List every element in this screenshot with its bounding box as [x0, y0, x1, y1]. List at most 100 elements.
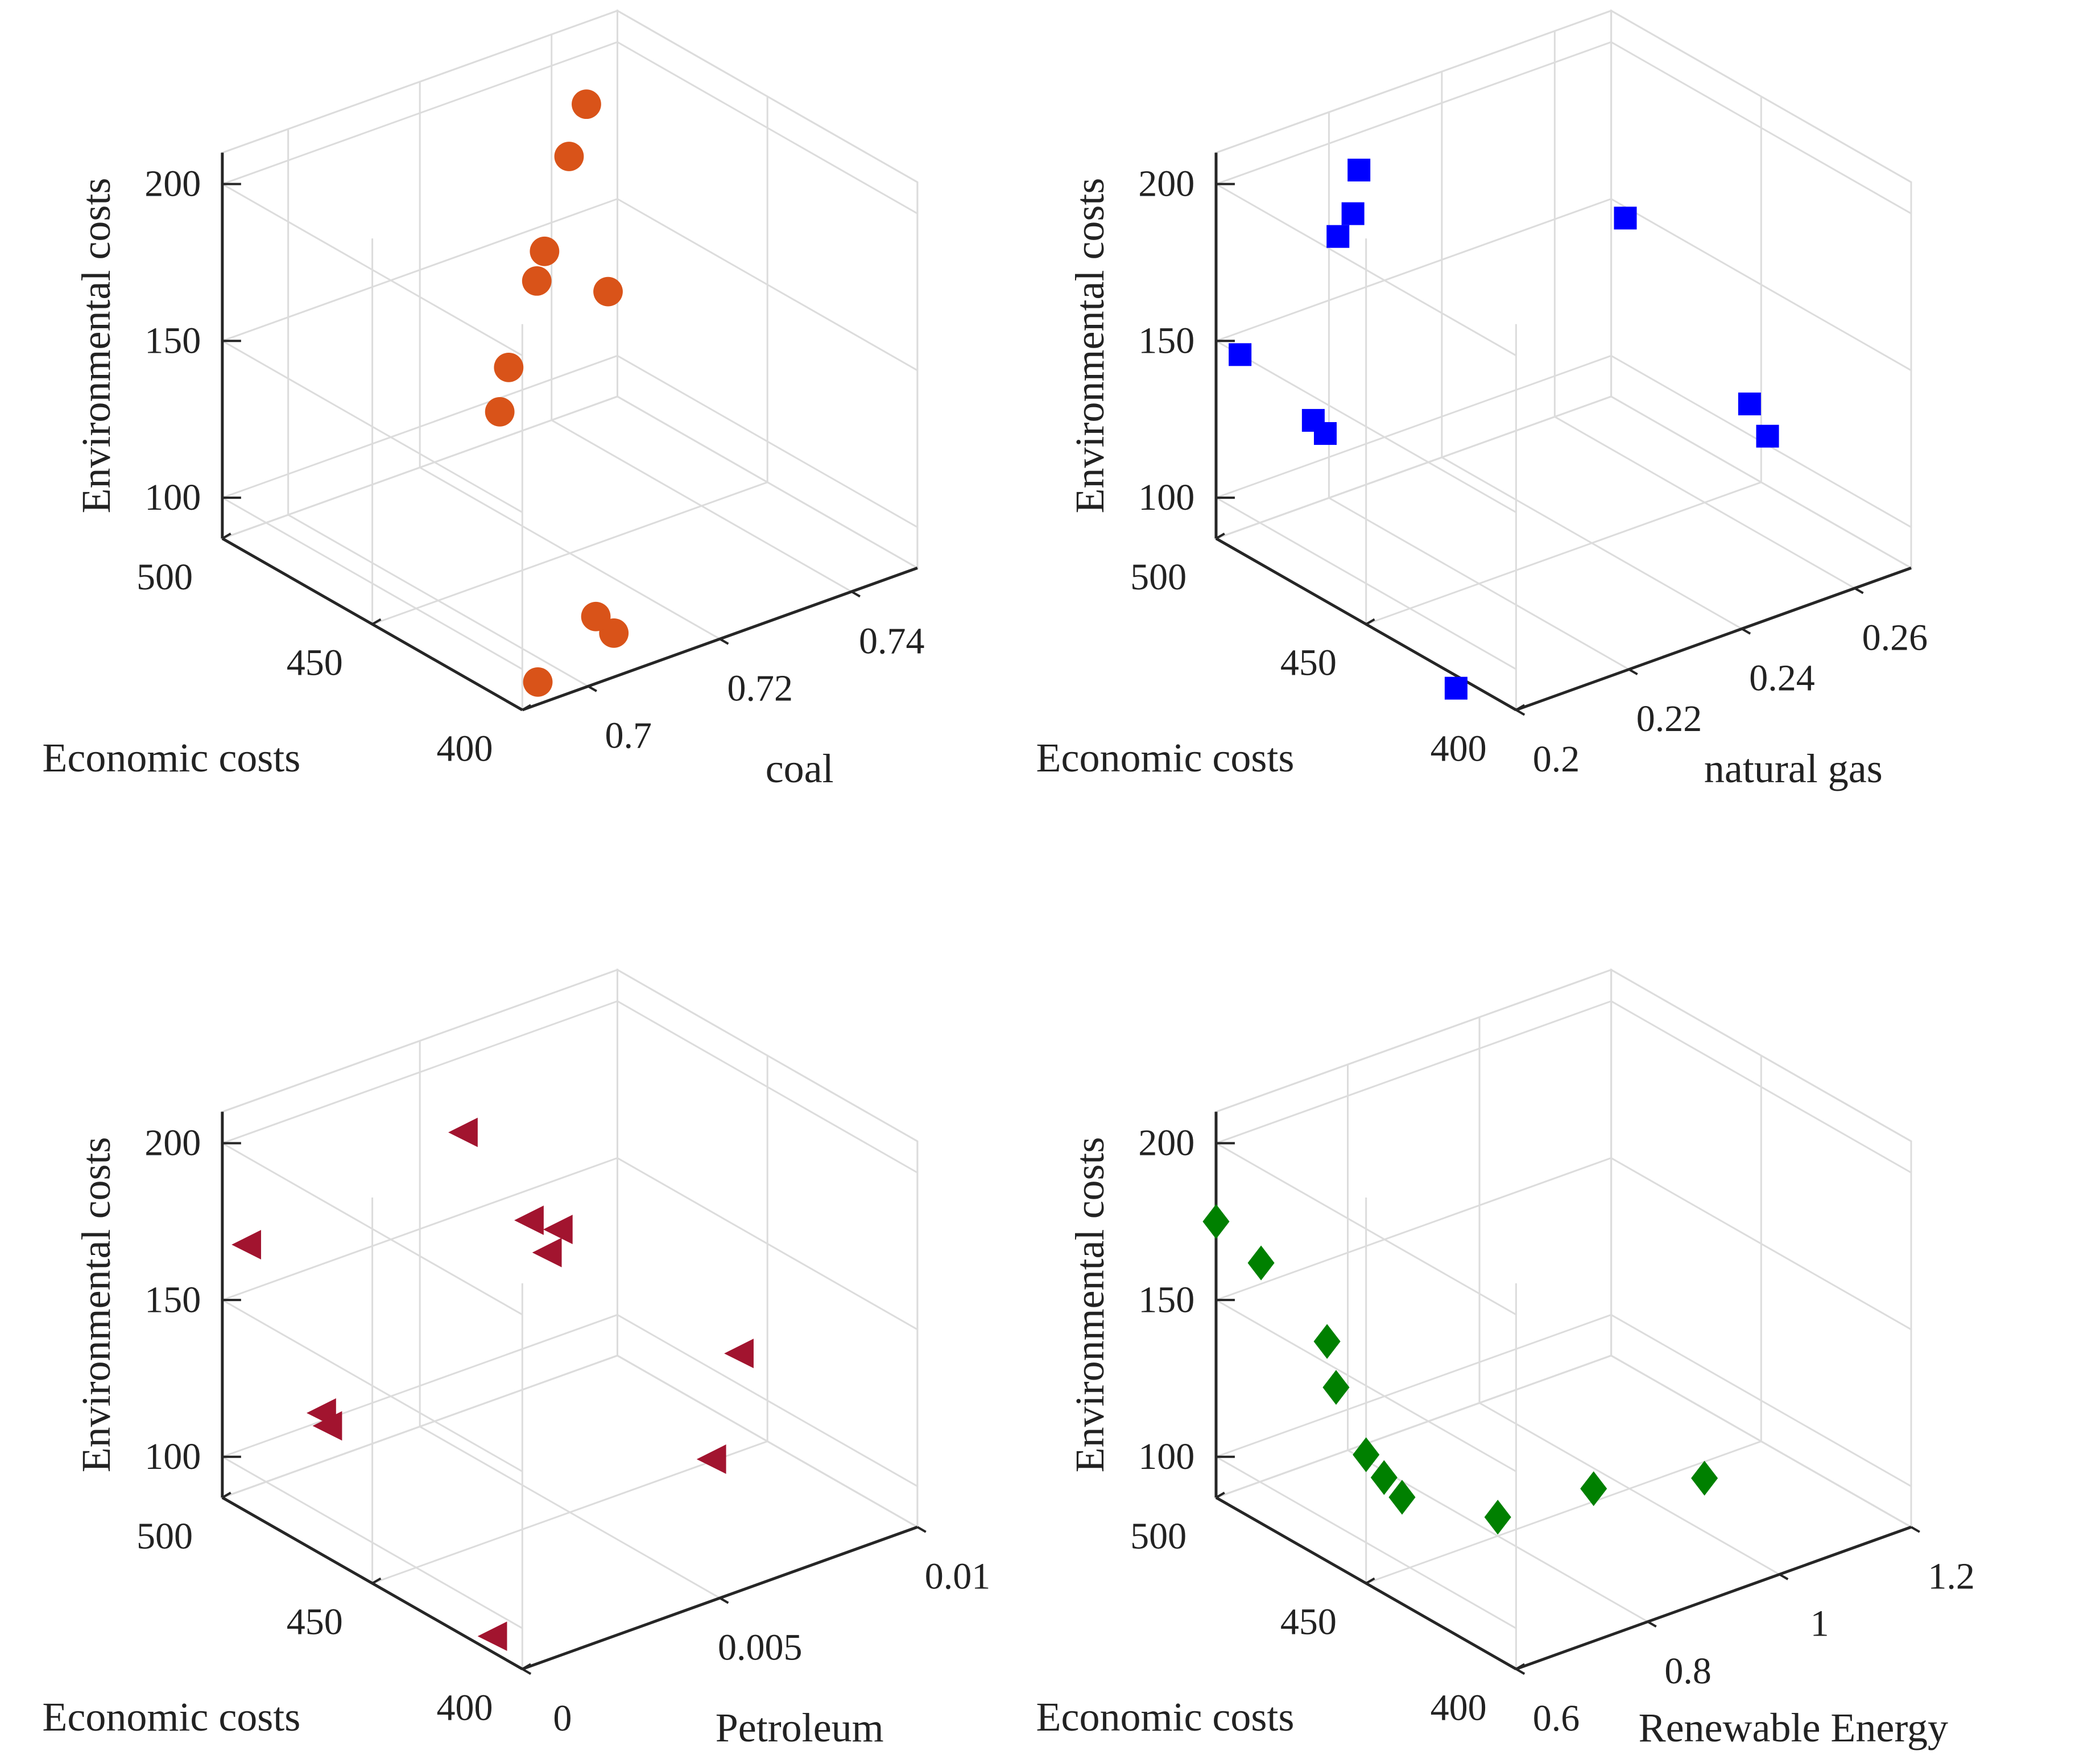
x-axis-label: Renewable Energy — [1639, 1705, 1948, 1750]
x-tick — [916, 1526, 927, 1533]
x-tick — [1854, 587, 1864, 594]
y-tick — [522, 704, 532, 711]
panel-natural-gas: 0.2 0.22 0.24 0.26 400 450 500 100 150 200 natural… — [1036, 9, 1928, 791]
data-point — [1580, 1471, 1607, 1506]
data-point — [1614, 207, 1637, 230]
data-point — [448, 1117, 478, 1147]
z-tick-label: 100 — [144, 477, 201, 518]
top-edge — [1610, 969, 1912, 1142]
data-point — [1738, 393, 1761, 416]
x-tick-label: 0.74 — [859, 620, 925, 662]
data-point — [572, 89, 601, 119]
z-tick-label: 200 — [1138, 163, 1194, 205]
x-tick — [1515, 1668, 1526, 1675]
x-tick — [1647, 1620, 1657, 1628]
data-point — [1313, 1324, 1341, 1359]
x-tick — [522, 1668, 532, 1675]
x-tick-label: 0.22 — [1636, 698, 1702, 740]
data-point — [522, 266, 552, 296]
y-gridline — [372, 481, 768, 625]
y-tick-label: 400 — [1431, 1687, 1487, 1728]
y-tick — [221, 1492, 232, 1499]
x-tick — [1628, 668, 1638, 675]
y-tick-label: 400 — [436, 1687, 493, 1728]
top-edge — [222, 10, 618, 154]
z-tick-label: 200 — [1138, 1122, 1194, 1164]
x-tick — [1911, 1526, 1920, 1533]
y-tick — [371, 1577, 382, 1584]
x-tick — [588, 685, 597, 692]
data-point — [514, 1205, 544, 1235]
y-gridline — [1366, 481, 1762, 625]
z-tick-label: 150 — [1138, 1279, 1194, 1320]
y-tick — [1215, 532, 1225, 540]
panel-petroleum: 0 0.005 0.01 400 450 500 100 150 200 Petroleum Eco… — [42, 968, 991, 1750]
z-gridline — [1216, 1314, 1612, 1458]
data-point — [1247, 1245, 1275, 1281]
x-tick-label: 0.7 — [605, 715, 652, 757]
z-tick-label: 100 — [1138, 1436, 1194, 1477]
z-gridline — [1216, 41, 1612, 185]
x-tick-label: 1 — [1810, 1603, 1829, 1645]
x-tick-label: 0.005 — [718, 1626, 803, 1668]
data-point — [1484, 1500, 1511, 1535]
y-tick — [371, 618, 382, 625]
y-tick — [221, 532, 232, 540]
x-axis-line — [1515, 566, 1912, 712]
x-tick-label: 0.01 — [925, 1556, 991, 1597]
y-tick — [1365, 1577, 1375, 1584]
x-axis-label: coal — [766, 746, 834, 791]
x-axis-label: natural gas — [1704, 746, 1883, 791]
y-tick-label: 450 — [1280, 642, 1337, 684]
z-tick-label: 100 — [144, 1436, 201, 1477]
z-tick-label: 200 — [144, 1122, 201, 1164]
z-tick-label: 100 — [1138, 477, 1194, 518]
z-axis-label: Environmental costs — [73, 1137, 119, 1472]
y-tick-label: 500 — [137, 556, 193, 598]
x-tick — [1515, 709, 1526, 716]
z-axis-label: Environmental costs — [1067, 178, 1113, 514]
data-point — [1444, 676, 1467, 700]
x-tick — [1741, 627, 1751, 635]
x-tick-label: 0.6 — [1533, 1698, 1580, 1739]
z-gridline — [1216, 354, 1612, 499]
y-axis-label: Economic costs — [1036, 735, 1295, 781]
data-point — [1691, 1460, 1718, 1496]
data-point — [532, 1237, 562, 1267]
z-gridline — [1216, 198, 1612, 342]
x-tick-label: 0.24 — [1749, 658, 1815, 699]
z-axis-label: Environmental costs — [73, 178, 119, 514]
data-point — [530, 236, 560, 266]
x-tick-label: 0 — [553, 1698, 572, 1739]
data-point — [1341, 202, 1365, 225]
y-gridline — [222, 1355, 618, 1498]
z-gridline — [1216, 1157, 1612, 1301]
y-tick-label: 400 — [1431, 728, 1487, 769]
top-edge — [617, 10, 918, 183]
x-tick — [851, 591, 861, 598]
x-tick-label: 0.26 — [1862, 617, 1928, 658]
y-tick-label: 500 — [137, 1516, 193, 1557]
data-point — [543, 1215, 573, 1245]
y-tick-label: 450 — [1280, 1601, 1337, 1643]
top-edge — [1216, 969, 1612, 1113]
x-tick — [719, 1597, 729, 1604]
data-point — [312, 1411, 342, 1441]
data-point — [1353, 1437, 1380, 1472]
top-edge — [222, 969, 618, 1113]
y-tick — [1515, 704, 1526, 711]
data-point — [696, 1444, 726, 1474]
data-point — [724, 1339, 754, 1368]
z-tick-label: 150 — [1138, 320, 1194, 361]
panel-coal: 0.7 0.72 0.74 400 450 500 100 150 200 coal Economi… — [42, 9, 925, 791]
data-point — [1388, 1480, 1416, 1515]
x-axis-label: Petroleum — [716, 1705, 884, 1750]
back-wall-pane — [1215, 9, 1613, 540]
z-tick-label: 200 — [144, 163, 201, 205]
y-tick — [1365, 618, 1375, 625]
z-tick-label: 150 — [144, 1279, 201, 1320]
top-edge — [1216, 10, 1612, 154]
y-tick — [1515, 1663, 1526, 1670]
data-point — [1202, 1204, 1230, 1239]
data-point — [1347, 158, 1371, 181]
